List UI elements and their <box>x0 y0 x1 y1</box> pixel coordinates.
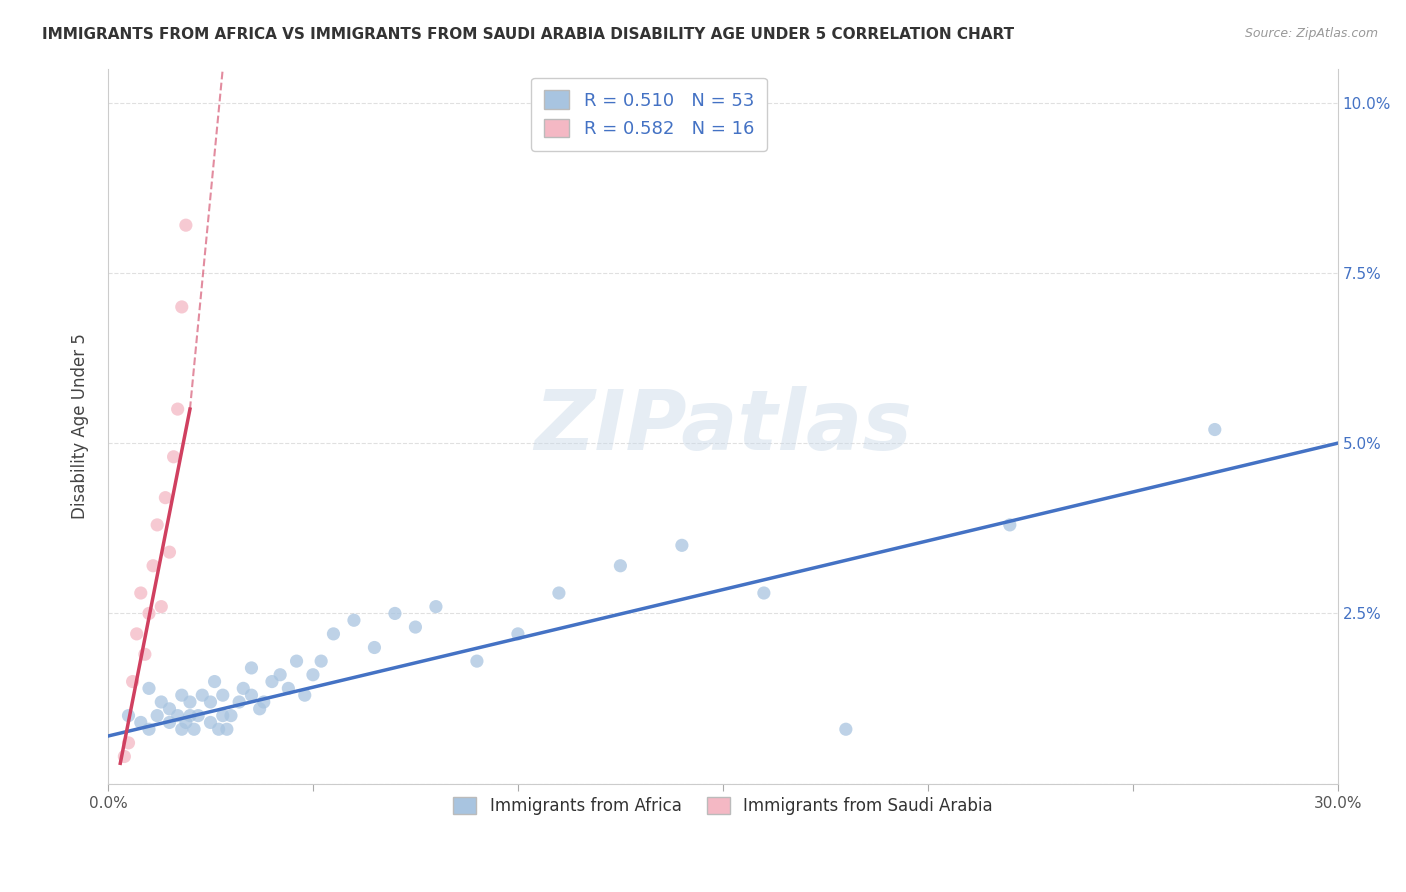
Point <box>752 586 775 600</box>
Point <box>170 688 193 702</box>
Point <box>343 613 366 627</box>
Point <box>1204 423 1226 437</box>
Point <box>170 723 193 737</box>
Point <box>150 599 173 614</box>
Point <box>253 695 276 709</box>
Point <box>179 708 201 723</box>
Point <box>200 695 222 709</box>
Point <box>125 627 148 641</box>
Point <box>170 300 193 314</box>
Point <box>294 688 316 702</box>
Point <box>200 715 222 730</box>
Point <box>232 681 254 696</box>
Point <box>146 517 169 532</box>
Point <box>146 708 169 723</box>
Point <box>260 674 283 689</box>
Point <box>363 640 385 655</box>
Point <box>425 599 447 614</box>
Point <box>174 218 197 232</box>
Point <box>121 674 143 689</box>
Point <box>228 695 250 709</box>
Text: IMMIGRANTS FROM AFRICA VS IMMIGRANTS FROM SAUDI ARABIA DISABILITY AGE UNDER 5 CO: IMMIGRANTS FROM AFRICA VS IMMIGRANTS FRO… <box>42 27 1014 42</box>
Point <box>179 695 201 709</box>
Point <box>138 723 160 737</box>
Point <box>465 654 488 668</box>
Point <box>117 708 139 723</box>
Point <box>384 607 406 621</box>
Legend: Immigrants from Africa, Immigrants from Saudi Arabia: Immigrants from Africa, Immigrants from … <box>443 788 1002 825</box>
Point <box>240 688 263 702</box>
Point <box>150 695 173 709</box>
Point <box>129 586 152 600</box>
Point <box>191 688 214 702</box>
Text: ZIPatlas: ZIPatlas <box>534 385 912 467</box>
Point <box>142 558 165 573</box>
Point <box>671 538 693 552</box>
Point <box>404 620 426 634</box>
Point <box>269 667 291 681</box>
Point <box>162 450 184 464</box>
Point <box>211 708 233 723</box>
Point <box>159 715 181 730</box>
Point <box>187 708 209 723</box>
Point <box>138 681 160 696</box>
Point <box>138 607 160 621</box>
Point <box>183 723 205 737</box>
Point <box>112 749 135 764</box>
Point <box>249 702 271 716</box>
Point <box>309 654 332 668</box>
Point <box>285 654 308 668</box>
Point <box>998 517 1021 532</box>
Point <box>240 661 263 675</box>
Point <box>322 627 344 641</box>
Point <box>302 667 325 681</box>
Point <box>155 491 177 505</box>
Point <box>548 586 571 600</box>
Point <box>506 627 529 641</box>
Point <box>117 736 139 750</box>
Point <box>159 702 181 716</box>
Point <box>277 681 299 696</box>
Point <box>215 723 238 737</box>
Point <box>211 688 233 702</box>
Point <box>159 545 181 559</box>
Point <box>609 558 631 573</box>
Point <box>208 723 231 737</box>
Point <box>129 715 152 730</box>
Point <box>166 402 188 417</box>
Text: Source: ZipAtlas.com: Source: ZipAtlas.com <box>1244 27 1378 40</box>
Point <box>835 723 858 737</box>
Point <box>174 715 197 730</box>
Point <box>134 648 156 662</box>
Y-axis label: Disability Age Under 5: Disability Age Under 5 <box>72 334 89 519</box>
Point <box>166 708 188 723</box>
Point <box>204 674 226 689</box>
Point <box>219 708 242 723</box>
